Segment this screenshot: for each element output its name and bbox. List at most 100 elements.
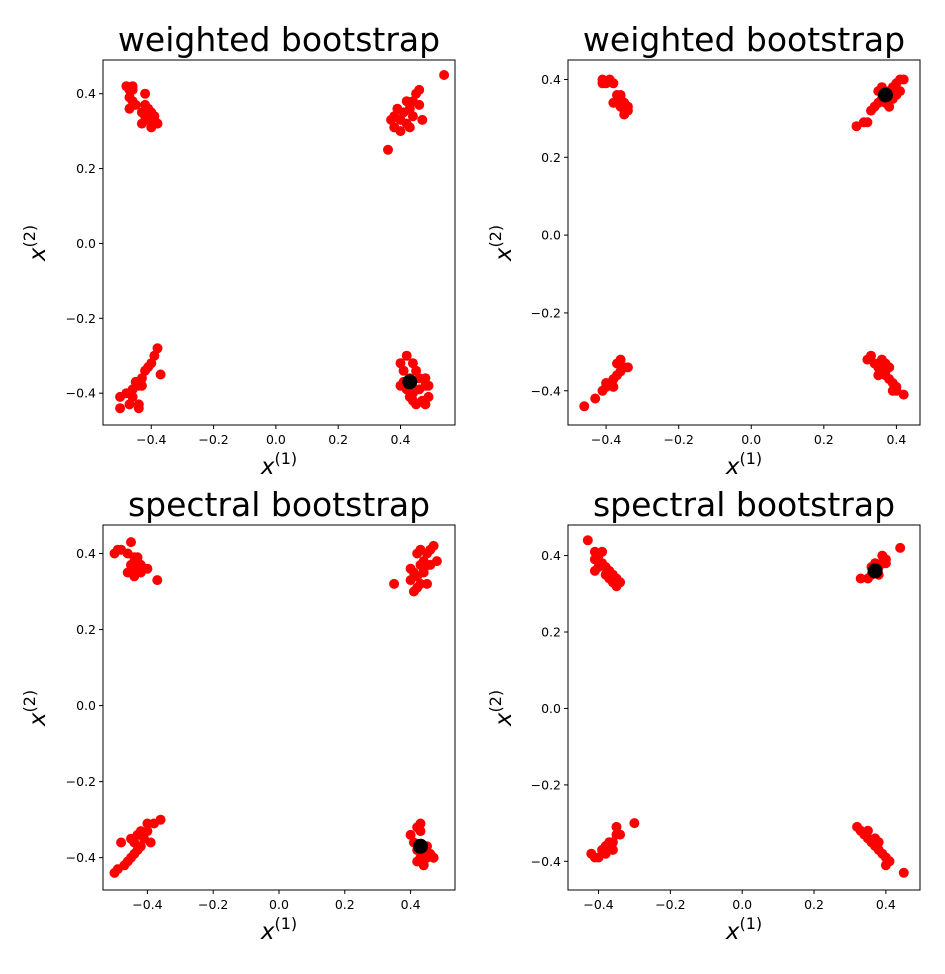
data-point xyxy=(136,118,147,129)
data-point xyxy=(615,90,626,100)
data-point xyxy=(145,837,156,848)
data-point xyxy=(115,403,126,414)
data-point xyxy=(866,350,876,361)
data-point xyxy=(873,837,884,848)
data-point xyxy=(155,369,166,380)
data-point xyxy=(877,550,888,561)
data-point xyxy=(116,837,127,848)
y-tick-label: 0.2 xyxy=(541,625,561,640)
panel-bottom-left: spectral bootstrap −0.4 −0.2 0.0 0.2 0.4 −0.… xyxy=(20,485,456,945)
data-point xyxy=(579,401,590,412)
y-tick-label: 0.4 xyxy=(541,548,561,563)
x-tick-label: −0.2 xyxy=(198,897,228,912)
data-point xyxy=(383,144,393,155)
y-axis-ticks: −0.4 −0.2 0.0 0.2 0.4 xyxy=(531,548,568,869)
data-point xyxy=(115,391,126,402)
data-point xyxy=(884,856,895,867)
x-tick-label: 0.0 xyxy=(266,432,286,447)
data-point xyxy=(884,362,895,373)
y-axis-label: x(2) xyxy=(20,690,51,727)
data-point xyxy=(629,818,640,829)
marks-layer xyxy=(109,537,442,878)
data-point xyxy=(415,818,426,829)
data-point xyxy=(126,537,136,548)
x-tick-label: 0.4 xyxy=(401,897,421,912)
data-point xyxy=(401,96,412,107)
data-point xyxy=(149,350,160,361)
y-tick-label: −0.4 xyxy=(66,850,96,865)
data-point xyxy=(425,559,436,570)
data-point xyxy=(122,567,133,578)
data-point xyxy=(411,88,422,99)
data-point xyxy=(898,74,909,85)
y-tick-label: −0.2 xyxy=(531,777,561,792)
x-tick-label: 0.2 xyxy=(328,432,348,447)
data-point xyxy=(622,362,633,373)
data-point xyxy=(895,542,906,553)
data-point xyxy=(439,70,450,80)
data-point xyxy=(612,358,622,369)
y-tick-label: 0.2 xyxy=(76,622,96,637)
x-tick-label: 0.4 xyxy=(391,432,411,447)
data-point xyxy=(140,365,151,376)
x-tick-label: 0.2 xyxy=(814,432,834,447)
data-point xyxy=(582,535,593,546)
x-axis-ticks: −0.4 −0.2 0.0 0.2 0.4 xyxy=(583,890,896,912)
x-tick-label: −0.2 xyxy=(198,432,228,447)
data-point xyxy=(611,573,622,584)
data-point xyxy=(133,403,144,414)
y-axis-ticks: −0.4 −0.2 0.0 0.2 0.4 xyxy=(66,86,103,401)
data-point xyxy=(608,78,619,89)
marks-layer xyxy=(115,70,450,414)
data-point xyxy=(395,358,406,369)
x-tick-label: 0.2 xyxy=(335,897,355,912)
data-point xyxy=(597,78,608,89)
y-tick-label: 0.0 xyxy=(76,236,96,251)
data-point xyxy=(155,814,166,825)
x-tick-label: −0.2 xyxy=(655,897,685,912)
data-point xyxy=(414,99,425,110)
y-axis-ticks: −0.4 −0.2 0.0 0.2 0.4 xyxy=(66,546,103,865)
data-point xyxy=(589,565,600,576)
data-point xyxy=(386,114,397,125)
data-point xyxy=(590,393,601,404)
x-tick-label: 0.4 xyxy=(876,897,896,912)
y-tick-label: −0.2 xyxy=(531,305,561,320)
data-point xyxy=(622,101,633,112)
data-point xyxy=(407,358,418,369)
data-point xyxy=(880,558,891,569)
data-point xyxy=(127,81,138,92)
panel-bottom-right: spectral bootstrap −0.4 −0.2 0.0 0.2 0.4 −0.… xyxy=(486,485,921,945)
data-point xyxy=(891,385,902,396)
data-point xyxy=(405,829,416,840)
highlight-point xyxy=(402,374,418,390)
panel-title: weighted bootstrap xyxy=(118,20,440,59)
data-point xyxy=(389,122,400,133)
y-axis-label: x(2) xyxy=(486,225,517,262)
data-point xyxy=(420,373,431,384)
data-point xyxy=(401,350,412,361)
x-tick-label: −0.4 xyxy=(583,897,613,912)
data-point xyxy=(428,852,439,863)
data-point xyxy=(428,540,439,551)
data-point xyxy=(608,381,619,392)
data-point xyxy=(140,88,151,99)
highlight-point xyxy=(867,563,883,579)
data-point xyxy=(619,109,630,120)
plot-frame xyxy=(102,59,456,426)
y-tick-label: −0.4 xyxy=(531,383,561,398)
x-axis-label: x(1) xyxy=(725,449,762,480)
data-point xyxy=(152,575,163,586)
data-point xyxy=(607,837,618,848)
data-point xyxy=(132,552,143,563)
y-tick-label: −0.2 xyxy=(66,774,96,789)
x-tick-label: 0.0 xyxy=(741,432,761,447)
marks-layer xyxy=(582,535,909,878)
panel-title: weighted bootstrap xyxy=(583,20,905,59)
y-axis-ticks: −0.4 −0.2 0.0 0.2 0.4 xyxy=(531,72,568,398)
x-axis-label: x(1) xyxy=(260,449,297,480)
y-tick-label: 0.0 xyxy=(541,228,561,243)
data-point xyxy=(405,575,416,586)
data-point xyxy=(615,829,626,840)
